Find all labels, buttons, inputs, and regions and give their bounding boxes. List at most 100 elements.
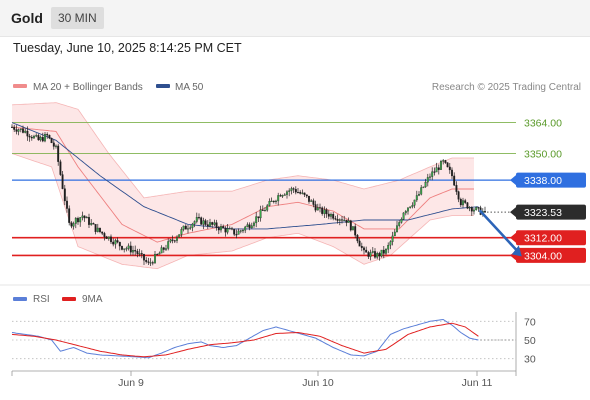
forecast-arrow-head <box>511 245 522 257</box>
candle-body <box>367 252 370 257</box>
candle-body <box>17 129 20 132</box>
candle-body <box>246 224 249 228</box>
candle-body <box>123 248 126 250</box>
candle-body <box>88 217 90 225</box>
candle-body <box>360 245 363 248</box>
candle-body <box>228 228 231 230</box>
candle-body <box>321 207 324 214</box>
candle-body <box>451 169 453 177</box>
candle-body <box>448 166 451 171</box>
candle-body <box>77 218 79 223</box>
candle-body <box>114 240 117 245</box>
candle-body <box>11 126 13 128</box>
candle-body <box>165 248 167 250</box>
candle-body <box>145 260 148 262</box>
candle-body <box>68 208 71 223</box>
candle-body <box>28 135 31 138</box>
candle-body <box>398 222 401 226</box>
candle-body <box>455 185 458 192</box>
candle-body <box>354 226 357 236</box>
candle-body <box>281 195 284 197</box>
candle-body <box>371 251 374 253</box>
candle-body <box>468 207 471 209</box>
bollinger-legend-label: MA 20 + Bollinger Bands <box>33 82 143 93</box>
time-tick-label: Jun 10 <box>302 377 334 389</box>
candle-body <box>118 241 121 247</box>
candle-body <box>347 220 350 223</box>
time-axis: Jun 9 Jun 10 Jun 11 <box>11 312 517 389</box>
level-badge-2 <box>516 172 586 188</box>
candle-body <box>433 171 436 173</box>
candle-body <box>253 222 255 226</box>
candle-body <box>189 227 192 229</box>
candle-body <box>459 199 462 206</box>
candle-body <box>356 235 359 242</box>
candle-body <box>255 216 258 224</box>
candle-body <box>301 192 304 194</box>
candle-body <box>48 134 51 139</box>
candle-body <box>297 192 299 194</box>
candle-body <box>299 192 302 194</box>
candle-body <box>374 251 376 258</box>
credit-text: Research © 2025 Trading Central <box>432 82 581 93</box>
candle-body <box>310 200 313 202</box>
candle-body <box>217 227 220 231</box>
candle-body <box>270 200 273 202</box>
candle-body <box>435 167 438 173</box>
candle-body <box>345 219 348 223</box>
candle-body <box>101 231 104 234</box>
candle-body <box>446 162 449 168</box>
candle-body <box>369 252 372 257</box>
candle-body <box>415 195 418 201</box>
level-badge-arrow-2 <box>510 175 516 186</box>
candle-body <box>224 227 227 233</box>
candle-body <box>41 137 44 142</box>
candle-body <box>305 194 308 197</box>
candle-body <box>268 201 271 206</box>
candle-body <box>484 211 486 213</box>
candle-body <box>437 167 440 170</box>
candle-body <box>396 225 398 233</box>
candle-body <box>338 219 341 221</box>
candle-body <box>202 220 205 225</box>
level-badge-4 <box>516 247 586 263</box>
level-label-4: 3304.00 <box>524 250 562 262</box>
level-label-0: 3364.00 <box>524 118 562 130</box>
candle-body <box>52 142 55 147</box>
candle-body <box>50 137 53 144</box>
candle-body <box>136 251 139 254</box>
candle-body <box>195 217 198 222</box>
candle-body <box>121 245 123 250</box>
candle-body <box>242 230 244 232</box>
candle-body <box>173 240 176 242</box>
candle-body <box>294 189 297 193</box>
candle-body <box>442 160 445 162</box>
candle-body <box>431 171 434 177</box>
candle-body <box>391 235 394 242</box>
candle-body <box>239 230 242 232</box>
candle-body <box>193 221 196 225</box>
header-bar: Gold 30 MIN <box>0 0 590 37</box>
candle-body <box>63 188 66 202</box>
timeframe-button[interactable]: 30 MIN <box>51 7 104 29</box>
candle-body <box>182 225 185 230</box>
candle-body <box>308 195 310 202</box>
candle-body <box>57 145 60 162</box>
candle-body <box>160 247 163 254</box>
candle-body <box>466 202 469 209</box>
candle-body <box>99 227 101 233</box>
candle-body <box>264 210 266 212</box>
rsi-line <box>11 318 479 359</box>
candle-body <box>341 219 343 221</box>
candle-body <box>231 228 233 230</box>
candle-body <box>178 234 181 238</box>
candle-body <box>125 248 128 250</box>
ma9-legend-swatch <box>62 297 76 301</box>
candle-body <box>211 222 214 225</box>
candle-body <box>206 224 209 227</box>
candle-body <box>330 214 332 217</box>
candle-body <box>107 236 110 239</box>
candle-body <box>39 137 42 141</box>
